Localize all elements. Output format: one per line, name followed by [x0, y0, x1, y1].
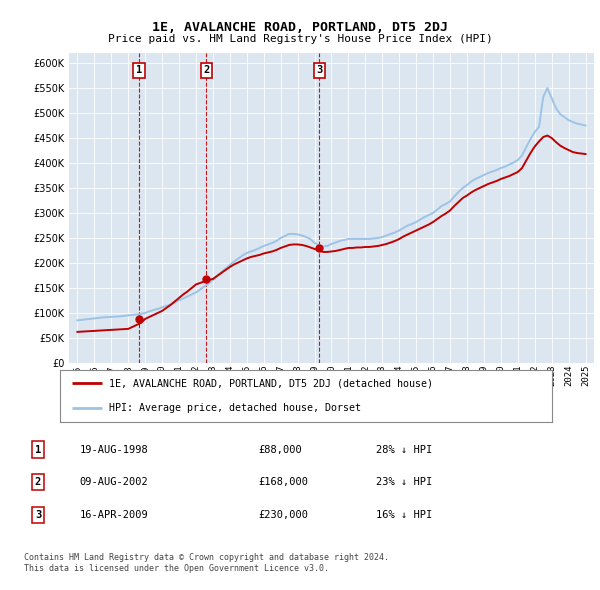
Text: 09-AUG-2002: 09-AUG-2002 [80, 477, 149, 487]
Text: 16% ↓ HPI: 16% ↓ HPI [376, 510, 432, 520]
Text: 2: 2 [35, 477, 41, 487]
Text: 23% ↓ HPI: 23% ↓ HPI [376, 477, 432, 487]
Text: 16-APR-2009: 16-APR-2009 [80, 510, 149, 520]
Text: 19-AUG-1998: 19-AUG-1998 [80, 445, 149, 454]
Text: £88,000: £88,000 [259, 445, 302, 454]
Text: 1E, AVALANCHE ROAD, PORTLAND, DT5 2DJ (detached house): 1E, AVALANCHE ROAD, PORTLAND, DT5 2DJ (d… [109, 378, 433, 388]
Text: 1E, AVALANCHE ROAD, PORTLAND, DT5 2DJ: 1E, AVALANCHE ROAD, PORTLAND, DT5 2DJ [152, 21, 448, 34]
Text: 1: 1 [136, 65, 142, 75]
Text: £168,000: £168,000 [259, 477, 308, 487]
Text: 3: 3 [316, 65, 323, 75]
Text: Price paid vs. HM Land Registry's House Price Index (HPI): Price paid vs. HM Land Registry's House … [107, 34, 493, 44]
Text: 1: 1 [35, 445, 41, 454]
Text: Contains HM Land Registry data © Crown copyright and database right 2024.: Contains HM Land Registry data © Crown c… [24, 553, 389, 562]
Text: 2: 2 [203, 65, 209, 75]
Text: 28% ↓ HPI: 28% ↓ HPI [376, 445, 432, 454]
Text: £230,000: £230,000 [259, 510, 308, 520]
Text: 3: 3 [35, 510, 41, 520]
Text: HPI: Average price, detached house, Dorset: HPI: Average price, detached house, Dors… [109, 404, 361, 414]
Text: This data is licensed under the Open Government Licence v3.0.: This data is licensed under the Open Gov… [24, 564, 329, 573]
